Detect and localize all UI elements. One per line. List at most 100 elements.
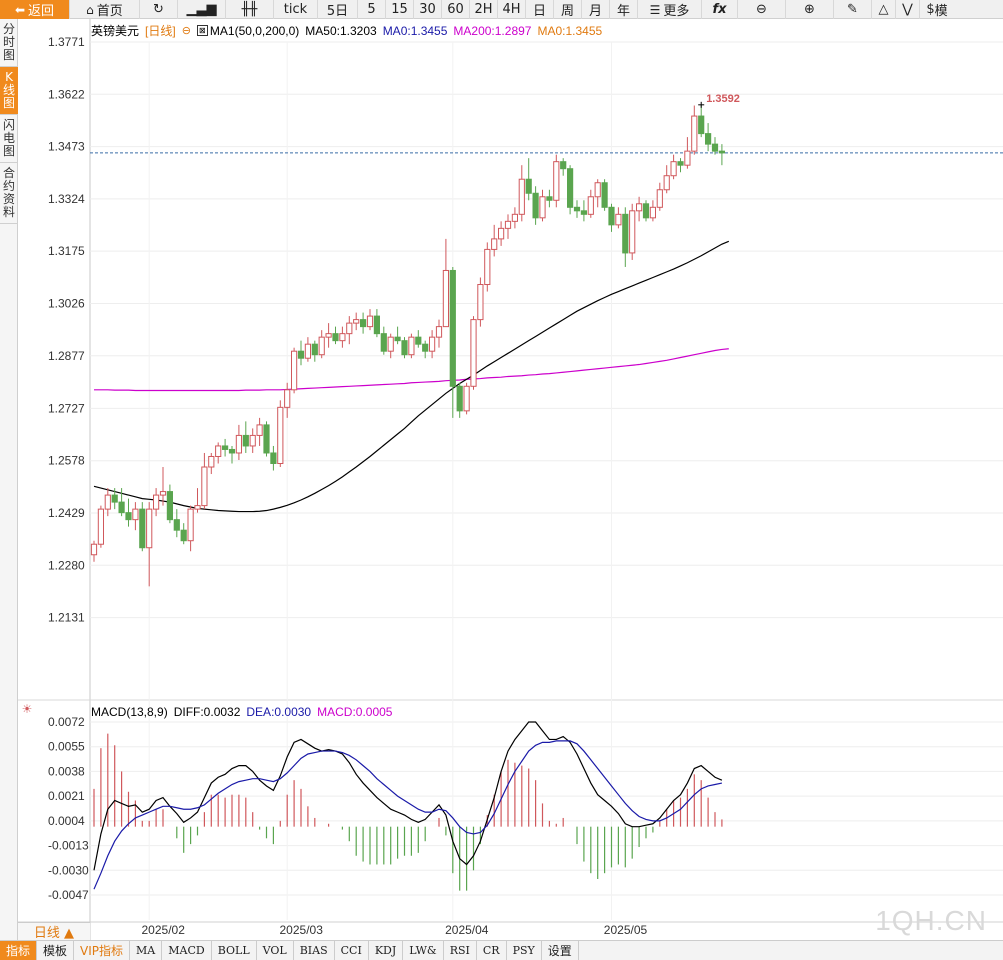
period-label: 5 [367,2,376,17]
refresh-button[interactable]: ↻ [140,0,178,19]
macd-tick-label: 0.0038 [48,764,85,778]
candle-body [532,192,539,219]
candle-body [125,512,132,521]
candle-body [463,385,470,412]
indicator-cci[interactable]: CCI [335,941,369,960]
price-tick-label: 1.2131 [48,611,85,625]
indicator-ma[interactable]: MA [130,941,163,960]
zoom-out-button[interactable]: ⊖ [738,0,786,19]
indicator-cr[interactable]: CR [477,941,507,960]
indicator-psy[interactable]: PSY [507,941,542,960]
candle-body [601,182,608,208]
macd-tick-label: 0.0055 [48,740,85,754]
tick-button[interactable]: tick [274,0,318,19]
period-5min[interactable]: 5 [358,0,386,19]
template-button[interactable]: $ 模 [920,0,954,19]
period-2h[interactable]: 2H [470,0,498,19]
candle-body [677,161,684,166]
bar-chart-button[interactable]: ▁▃▆ [178,0,226,19]
home-label: 首页 [96,4,123,19]
diff-line [93,721,723,871]
draw-button[interactable]: ✎ [834,0,872,19]
candle-body [146,508,153,549]
period-60min[interactable]: 60 [442,0,470,19]
indicator-vol[interactable]: VOL [257,941,294,960]
chart-canvas[interactable]: ☀ 1.3771 1.3622 1.3473 1.3324 1.3175 1.3026 1.2… [0,0,1003,940]
candle-body [539,196,546,219]
diff-value: DIFF:0.0032 [173,705,241,719]
candle-body [387,336,394,352]
candle-body [194,505,201,510]
tab-templates[interactable]: 模板 [37,941,75,960]
indicator-icon[interactable]: ⊠ [196,25,208,36]
period-day[interactable]: 日 [526,0,554,19]
candle-body [332,333,339,342]
home-icon: ⌂ [86,2,94,17]
tab-timeshare[interactable]: 分时图 [0,19,18,67]
tab-char: 电 [2,131,15,145]
tab-contract-info[interactable]: 合约资料 [0,163,18,224]
back-button[interactable]: ⬅ 返回 [0,0,70,19]
zoom-in-button[interactable]: ⊕ [786,0,834,19]
candle-body [346,322,353,335]
candle-body [511,213,518,222]
candle-body [442,269,449,328]
period-month[interactable]: 月 [582,0,610,19]
shape-button[interactable]: △ [872,0,896,19]
candle-body [235,434,243,454]
period-label: 4H [502,2,521,17]
indicator-rsi[interactable]: RSI [444,941,477,960]
candle-body [691,115,698,152]
candle-body [90,543,98,556]
indicator-lw[interactable]: LW& [403,941,444,960]
price-tick-label: 1.2727 [48,401,85,415]
price-tick-label: 1.3473 [48,140,85,154]
home-button[interactable]: ⌂ 首页 [70,0,140,19]
tab-flash[interactable]: 闪电图 [0,115,18,163]
candle-body [118,501,125,514]
tab-indicators[interactable]: 指标 [0,941,38,960]
settings-icon[interactable]: ⊖ [181,25,191,37]
candle-body [132,508,139,521]
candle-body [711,143,719,152]
candle-body [366,315,374,328]
tab-settings[interactable]: 设置 [542,941,579,960]
period-week[interactable]: 周 [554,0,582,19]
dropdown-button[interactable]: ⋁ [896,0,920,19]
tab-char: 图 [2,48,15,62]
candle-body [166,491,174,521]
price-tick-label: 1.2578 [48,454,85,468]
tab-char: 约 [2,179,15,193]
period-selector[interactable]: 日线 ▲ [18,922,90,941]
candle-body [608,206,615,226]
ma0-value: MA0:1.3455 [382,23,448,38]
time-tick-label: 2025/02 [142,923,186,937]
period-15min[interactable]: 15 [386,0,414,19]
candle-body [456,385,463,412]
fx-label: fx [712,2,727,17]
indicator-macd[interactable]: MACD [162,941,212,960]
indicator-bias[interactable]: BIAS [294,941,335,960]
candlestick-button[interactable]: ╫╫ [226,0,274,19]
candle-body [242,434,249,447]
candle-body [380,333,387,352]
formula-button[interactable]: fx [702,0,738,19]
indicator-boll[interactable]: BOLL [212,941,257,960]
tab-char: 线 [2,83,15,97]
indicator-kdj[interactable]: KDJ [369,941,404,960]
period-4h[interactable]: 4H [498,0,526,19]
tick-label: tick [283,2,308,17]
toolbar: ⬅ 返回 ⌂ 首页 ↻ ▁▃▆ ╫╫ tick 5日 5 15 30 60 2H 4… [0,0,1003,19]
period-5day[interactable]: 5日 [318,0,358,19]
refresh-icon: ↻ [153,2,164,17]
tab-vip-indicators[interactable]: VIP指标 [74,941,131,960]
candle-body [546,196,553,201]
price-tick-label: 1.2877 [48,349,85,363]
period-30min[interactable]: 30 [414,0,442,19]
period-year[interactable]: 年 [610,0,638,19]
more-button[interactable]: ☰ 更多 [638,0,702,19]
candle-body [429,336,436,352]
more-label: 更多 [663,4,690,19]
candle-body [567,168,574,208]
